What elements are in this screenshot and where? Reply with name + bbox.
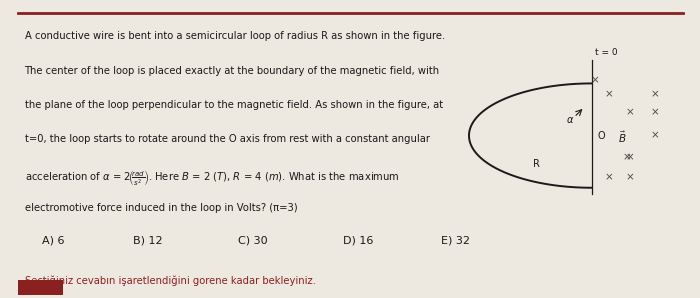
Text: acceleration of $\alpha$ = 2$\!\left(\!\frac{rad}{s^2}\!\right)$. Here $B$ = 2 (: acceleration of $\alpha$ = 2$\!\left(\!\… xyxy=(25,168,399,188)
Text: t=0, the loop starts to rotate around the O axis from rest with a constant angul: t=0, the loop starts to rotate around th… xyxy=(25,134,430,144)
Text: ×: × xyxy=(622,153,631,162)
Text: ×: × xyxy=(605,89,613,99)
Text: R: R xyxy=(533,159,540,169)
Text: A conductive wire is bent into a semicircular loop of radius R as shown in the f: A conductive wire is bent into a semicir… xyxy=(25,31,444,41)
Text: E) 32: E) 32 xyxy=(441,235,470,246)
Text: $\alpha$: $\alpha$ xyxy=(566,115,574,125)
Text: A) 6: A) 6 xyxy=(42,235,64,246)
Text: the plane of the loop perpendicular to the magnetic field. As shown in the figur: the plane of the loop perpendicular to t… xyxy=(25,100,442,110)
Text: ×: × xyxy=(605,172,613,182)
Text: ×: × xyxy=(650,107,659,117)
Text: ×: × xyxy=(626,153,634,162)
Text: ×: × xyxy=(591,75,599,86)
Text: ×: × xyxy=(626,107,634,117)
Text: ×: × xyxy=(626,172,634,182)
Text: $\vec{B}$: $\vec{B}$ xyxy=(618,129,626,145)
Bar xyxy=(18,280,63,295)
Text: D) 16: D) 16 xyxy=(343,235,373,246)
Text: t = 0: t = 0 xyxy=(595,48,617,57)
Text: Seçtiğiniz cevabın işaretlendiğini gorene kadar bekleyiniz.: Seçtiğiniz cevabın işaretlendiğini goren… xyxy=(25,276,316,286)
Text: ×: × xyxy=(650,131,659,141)
Text: ×: × xyxy=(650,89,659,99)
Text: The center of the loop is placed exactly at the boundary of the magnetic field, : The center of the loop is placed exactly… xyxy=(25,66,440,76)
Text: C) 30: C) 30 xyxy=(238,235,267,246)
Text: O: O xyxy=(597,131,605,141)
Text: electromotive force induced in the loop in Volts? (π=3): electromotive force induced in the loop … xyxy=(25,203,297,213)
Text: B) 12: B) 12 xyxy=(133,235,162,246)
